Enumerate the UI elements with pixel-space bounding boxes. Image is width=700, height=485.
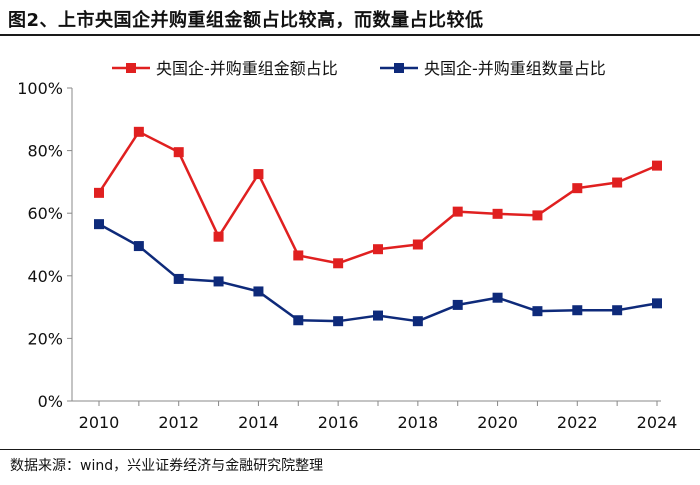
data-point bbox=[213, 276, 224, 287]
data-point bbox=[612, 177, 623, 188]
legend-item-amount-share: 央国企-并购重组金额占比 bbox=[112, 59, 338, 78]
y-tick-label: 100% bbox=[17, 79, 63, 98]
data-point bbox=[293, 250, 304, 261]
data-point bbox=[133, 126, 144, 137]
y-tick-label: 60% bbox=[27, 204, 63, 223]
x-tick-label: 2022 bbox=[557, 413, 598, 432]
x-tick-label: 2010 bbox=[79, 413, 120, 432]
source-note: 数据来源：wind，兴业证券经济与金融研究院整理 bbox=[10, 458, 324, 474]
data-point bbox=[452, 299, 463, 310]
data-point bbox=[412, 239, 423, 250]
x-tick-label: 2024 bbox=[637, 413, 678, 432]
legend-marker bbox=[126, 63, 136, 73]
x-tick-label: 2012 bbox=[158, 413, 199, 432]
data-point bbox=[94, 187, 104, 198]
figure-title: 图2、上市央国企并购重组金额占比较高，而数量占比较低 bbox=[8, 10, 484, 31]
legend-label: 央国企-并购重组金额占比 bbox=[156, 59, 338, 78]
data-point bbox=[133, 241, 144, 252]
data-point bbox=[532, 306, 543, 317]
series-amount-share bbox=[94, 126, 662, 269]
data-point bbox=[173, 147, 184, 158]
source-divider bbox=[0, 449, 700, 450]
y-tick-label: 80% bbox=[27, 142, 63, 161]
data-point bbox=[94, 219, 104, 230]
x-tick-label: 2014 bbox=[238, 413, 279, 432]
y-tick-label: 0% bbox=[38, 392, 63, 411]
data-point bbox=[492, 292, 503, 303]
data-point bbox=[532, 210, 543, 221]
data-point bbox=[652, 160, 662, 171]
data-point bbox=[333, 258, 344, 269]
legend-marker bbox=[394, 63, 404, 73]
chart-series bbox=[94, 126, 662, 327]
chart-axes: 0% 20% 40% 60% 80% 100% 2010 2012 2014 2016 2018 20… bbox=[17, 79, 677, 432]
data-point bbox=[373, 244, 383, 255]
legend-label: 央国企-并购重组数量占比 bbox=[424, 59, 606, 78]
chart-legend: 央国企-并购重组金额占比 央国企-并购重组数量占比 bbox=[112, 59, 606, 78]
data-point bbox=[412, 316, 423, 327]
data-point bbox=[612, 305, 623, 316]
data-point bbox=[452, 206, 463, 217]
x-tick-label: 2018 bbox=[397, 413, 438, 432]
x-tick-label: 2020 bbox=[477, 413, 518, 432]
data-point bbox=[213, 231, 224, 242]
x-tick-label: 2016 bbox=[318, 413, 359, 432]
legend-item-count-share: 央国企-并购重组数量占比 bbox=[380, 59, 606, 78]
y-tick-label: 20% bbox=[27, 329, 63, 348]
y-tick-label: 40% bbox=[27, 267, 63, 286]
data-point bbox=[253, 286, 264, 297]
title-divider bbox=[0, 34, 700, 36]
data-point bbox=[652, 298, 662, 309]
data-point bbox=[572, 183, 583, 194]
data-point bbox=[333, 316, 344, 327]
data-point bbox=[572, 305, 583, 316]
data-point bbox=[373, 310, 383, 321]
data-point bbox=[492, 208, 503, 219]
series-count-share bbox=[94, 219, 662, 327]
data-point bbox=[173, 273, 184, 284]
data-point bbox=[293, 315, 304, 326]
data-point bbox=[253, 169, 264, 180]
